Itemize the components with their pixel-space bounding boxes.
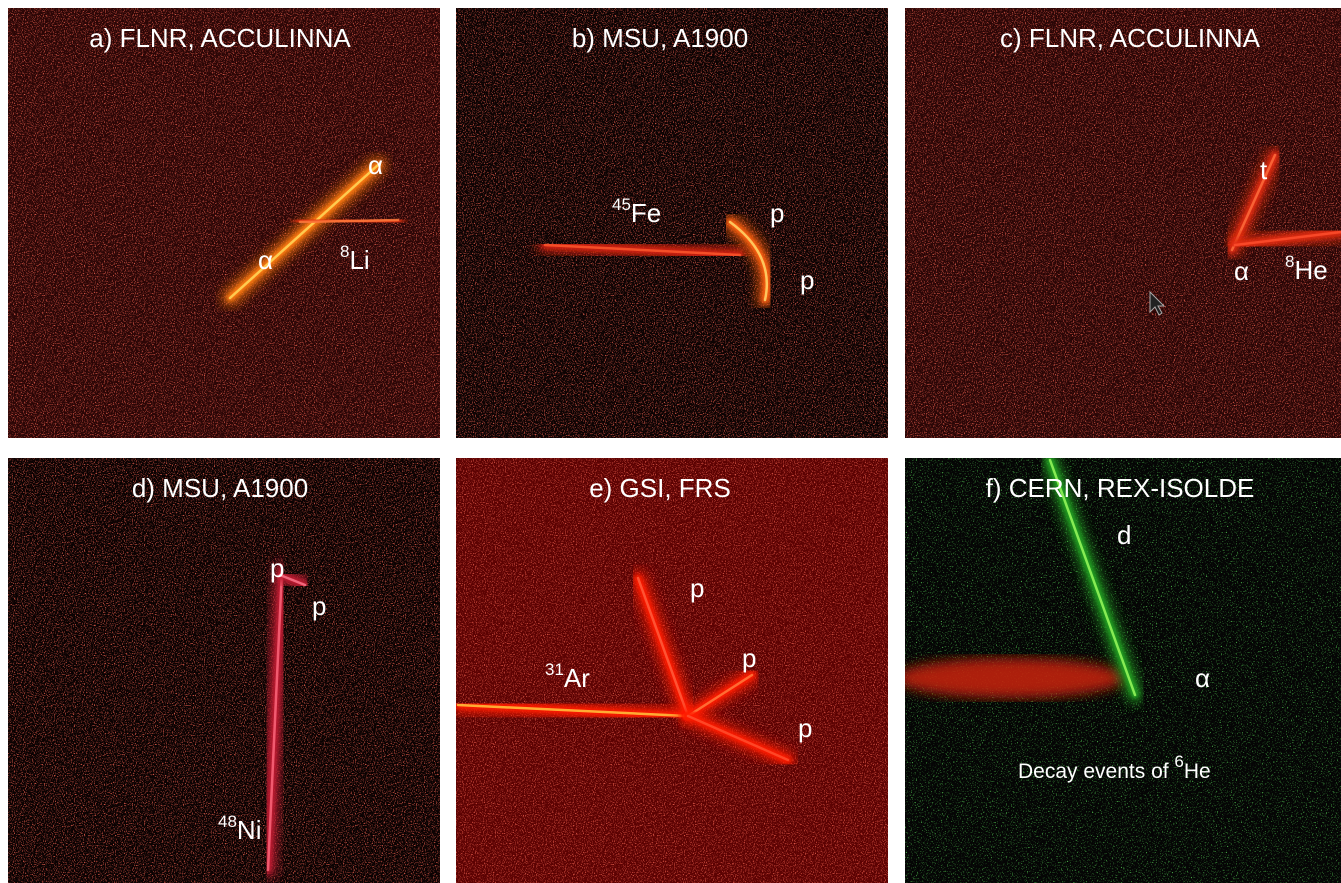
label-superscript: 8 [340, 242, 349, 261]
track-label: p [742, 643, 756, 673]
label-text: p [770, 198, 784, 228]
panel: a) FLNR, ACCULINNA α α 8Li [8, 8, 440, 438]
track-label: p [800, 265, 814, 295]
label-text: Ar [564, 663, 590, 693]
figure: a) FLNR, ACCULINNAαα8Lib) MSU, A190045Fe… [0, 0, 1341, 883]
panel-image: c) FLNR, ACCULINNA t α 8He [905, 8, 1341, 438]
label-text: α [368, 150, 383, 180]
track-label: α [1234, 256, 1249, 286]
panel: f) CERN, REX-ISOLDE d α Decay events of 6He [895, 458, 1341, 883]
label-text: p [312, 591, 326, 621]
track-label: t [1260, 155, 1268, 185]
panel-noise [905, 8, 1341, 438]
label-text: d [1117, 520, 1131, 550]
panel-title: b) MSU, A1900 [572, 23, 748, 53]
label-text: p [798, 713, 812, 743]
label-text: t [1260, 155, 1268, 185]
red-blob [895, 658, 1125, 698]
label-text: Decay events of [1018, 760, 1174, 783]
track-label: p [770, 198, 784, 228]
label-superscript: 45 [612, 195, 631, 214]
label-text: p [800, 265, 814, 295]
panel-title: c) FLNR, ACCULINNA [1000, 23, 1261, 53]
label-superscript: 8 [1285, 252, 1294, 271]
panel-image: f) CERN, REX-ISOLDE d α Decay events of 6He [895, 458, 1341, 883]
panel-title: a) FLNR, ACCULINNA [89, 23, 351, 53]
track-label: p [690, 573, 704, 603]
panel: d) MSU, A1900 pp 48Ni [8, 458, 440, 883]
label-superscript: 6 [1174, 752, 1183, 771]
track-label: p [312, 591, 326, 621]
label-text: He [1294, 255, 1327, 285]
panel-image: e) GSI, FRS p p p 31Ar [456, 458, 888, 883]
panel-title: d) MSU, A1900 [132, 473, 308, 503]
label-text: α [1195, 663, 1210, 693]
panel-image: d) MSU, A1900 pp 48Ni [8, 458, 440, 883]
label-text: p [742, 643, 756, 673]
label-text: Li [349, 245, 369, 275]
label-text: α [1234, 256, 1249, 286]
panel-title: e) GSI, FRS [589, 473, 731, 503]
panel: b) MSU, A1900 45Fe p p [456, 8, 888, 438]
track-label: α [1195, 663, 1210, 693]
label-text: α [258, 245, 273, 275]
label-text: Ni [237, 815, 262, 845]
panel: c) FLNR, ACCULINNA t α 8He [905, 8, 1341, 438]
track-label: d [1117, 520, 1131, 550]
label-text: p [270, 553, 284, 583]
panel-title: f) CERN, REX-ISOLDE [986, 473, 1255, 503]
label-superscript: 31 [545, 660, 564, 679]
track-label: α [368, 150, 383, 180]
label-text: p [690, 573, 704, 603]
label-superscript: 48 [218, 812, 237, 831]
panel-image: a) FLNR, ACCULINNA α α 8Li [8, 8, 440, 438]
label-text: Fe [631, 198, 661, 228]
track-label: p [798, 713, 812, 743]
label-text: He [1184, 760, 1211, 783]
panel-noise [456, 8, 888, 438]
panel: e) GSI, FRS p p p 31Ar [456, 458, 888, 883]
track-label: p [270, 553, 284, 583]
track-label: α [258, 245, 273, 275]
panel-image: b) MSU, A1900 45Fe p p [456, 8, 888, 438]
